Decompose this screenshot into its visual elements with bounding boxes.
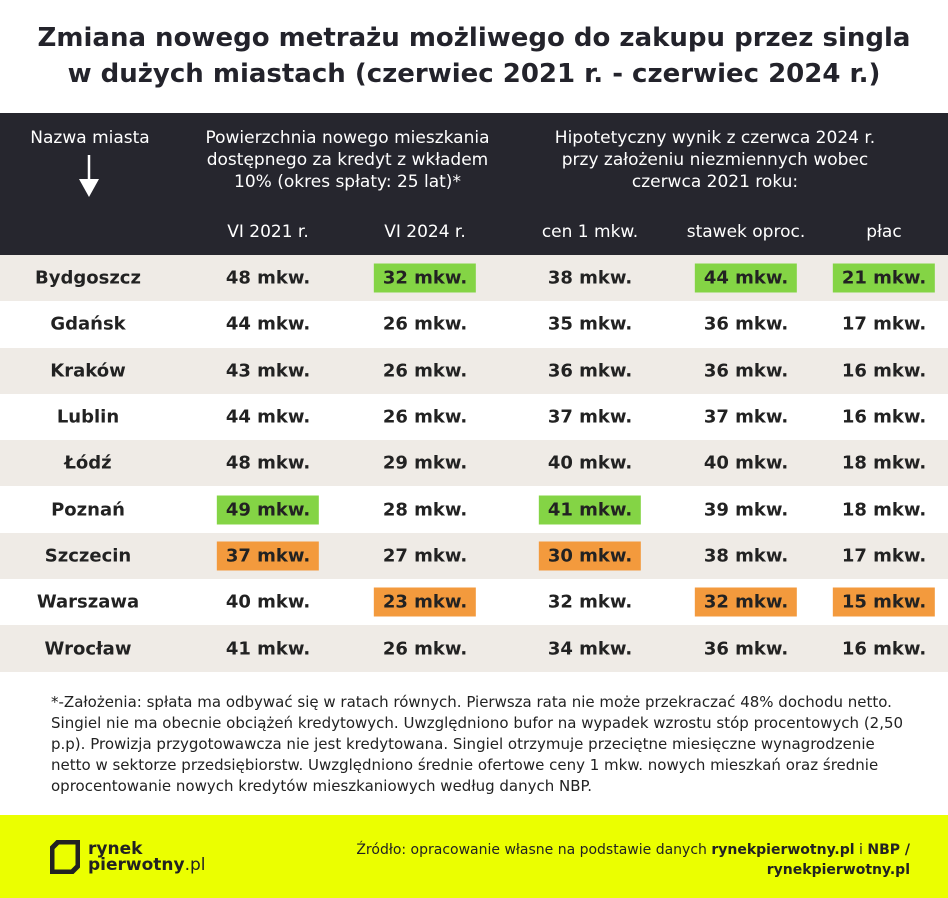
value-cell: 44 mkw.	[694, 263, 798, 293]
value-cell: 41 mkw.	[225, 638, 311, 660]
value-cell: 26 mkw.	[382, 313, 468, 335]
table-row: Gdańsk 44 mkw. 26 mkw. 35 mkw. 36 mkw. 17 mkw…	[0, 301, 948, 347]
value-cell: 36 mkw.	[703, 313, 789, 335]
city-name: Łódź	[64, 452, 112, 474]
value-cell: 15 mkw.	[832, 587, 936, 617]
value-cell: 17 mkw.	[841, 313, 927, 335]
city-name: Szczecin	[44, 545, 132, 567]
value-cell: 35 mkw.	[547, 313, 633, 335]
header-group-hypo-line: Hipotetyczny wynik z czerwca 2024 r.	[554, 128, 876, 148]
title-line-2: w dużych miastach (czerwiec 2021 r. - cz…	[67, 59, 881, 89]
logo-text-tld: .pl	[184, 855, 206, 875]
table-body: Bydgoszcz 48 mkw. 32 mkw. 38 mkw. 44 mkw. 21 …	[0, 255, 948, 672]
value-cell: 36 mkw.	[703, 360, 789, 382]
value-cell: 36 mkw.	[703, 638, 789, 660]
value-cell: 43 mkw.	[225, 360, 311, 382]
value-cell: 26 mkw.	[382, 406, 468, 428]
column-header: stawek oproc.	[686, 222, 806, 242]
city-name: Warszawa	[36, 591, 140, 613]
value-cell: 32 mkw.	[547, 591, 633, 613]
source-prefix: Źródło: opracowanie własne na podstawie …	[356, 842, 712, 858]
value-cell: 17 mkw.	[841, 545, 927, 567]
header-city: Nazwa miasta	[30, 128, 150, 148]
source-rynek: rynekpierwotny.pl	[711, 842, 855, 858]
value-cell: 37 mkw.	[547, 406, 633, 428]
value-cell: 48 mkw.	[225, 267, 311, 289]
header-group-hypo-line: czerwca 2021 roku:	[631, 172, 799, 192]
column-header: płac	[866, 222, 902, 242]
value-cell: 48 mkw.	[225, 452, 311, 474]
source-text: Źródło: opracowanie własne na podstawie …	[356, 840, 910, 880]
value-cell: 41 mkw.	[538, 495, 642, 525]
value-cell: 40 mkw.	[703, 452, 789, 474]
title-line-1: Zmiana nowego metrażu możliwego do zakup…	[37, 23, 911, 53]
logo-text-line1: rynek	[88, 839, 143, 859]
page-title: Zmiana nowego metrażu możliwego do zakup…	[0, 20, 948, 92]
header-group-area: Powierzchnia nowego mieszkania dostępneg…	[175, 127, 520, 193]
logo-text-line2: pierwotny	[88, 855, 185, 875]
source-and: i	[854, 842, 868, 858]
value-cell: 23 mkw.	[373, 587, 477, 617]
value-cell: 32 mkw.	[373, 263, 477, 293]
value-cell: 18 mkw.	[841, 452, 927, 474]
value-cell: 40 mkw.	[547, 452, 633, 474]
city-name: Lublin	[56, 406, 120, 428]
table-row: Lublin 44 mkw. 26 mkw. 37 mkw. 37 mkw. 16 mkw…	[0, 394, 948, 440]
footer: rynek pierwotny.pl Źródło: opracowanie w…	[0, 815, 948, 898]
value-cell: 27 mkw.	[382, 545, 468, 567]
city-name: Kraków	[50, 360, 126, 382]
city-name: Gdańsk	[50, 313, 126, 335]
table-row: Poznań 49 mkw. 28 mkw. 41 mkw. 39 mkw. 18 mkw…	[0, 486, 948, 532]
value-cell: 34 mkw.	[547, 638, 633, 660]
table-row: Bydgoszcz 48 mkw. 32 mkw. 38 mkw. 44 mkw. 21 …	[0, 255, 948, 302]
value-cell: 44 mkw.	[225, 313, 311, 335]
city-name: Bydgoszcz	[35, 267, 141, 289]
table-row: Szczecin 37 mkw. 27 mkw. 30 mkw. 38 mkw. 17 m…	[0, 532, 948, 580]
value-cell: 26 mkw.	[382, 360, 468, 382]
value-cell: 37 mkw.	[216, 541, 320, 571]
value-cell: 16 mkw.	[841, 406, 927, 428]
logo: rynek pierwotny.pl	[50, 840, 206, 874]
city-name: Poznań	[51, 499, 125, 521]
header-group-hypothetical: Hipotetyczny wynik z czerwca 2024 r. prz…	[520, 127, 910, 193]
value-cell: 37 mkw.	[703, 406, 789, 428]
value-cell: 32 mkw.	[694, 587, 798, 617]
value-cell: 36 mkw.	[547, 360, 633, 382]
header-group-area-line: 10% (okres spłaty: 25 lat)*	[234, 172, 461, 192]
value-cell: 18 mkw.	[841, 499, 927, 521]
column-header: VI 2021 r.	[227, 222, 309, 242]
source-nbp: NBP /	[867, 842, 910, 858]
value-cell: 26 mkw.	[382, 638, 468, 660]
table-row: Wrocław 41 mkw. 26 mkw. 34 mkw. 36 mkw. 16 mk…	[0, 625, 948, 672]
header-group-area-line: dostępnego za kredyt z wkładem	[206, 150, 489, 170]
value-cell: 38 mkw.	[547, 267, 633, 289]
column-header: cen 1 mkw.	[541, 222, 639, 242]
table-row: Kraków 43 mkw. 26 mkw. 36 mkw. 36 mkw. 16 mkw…	[0, 347, 948, 394]
city-name: Wrocław	[44, 638, 132, 660]
value-cell: 28 mkw.	[382, 499, 468, 521]
column-header: VI 2024 r.	[384, 222, 466, 242]
value-cell: 49 mkw.	[216, 495, 320, 525]
header-group-hypo-line: przy założeniu niezmiennych wobec	[561, 150, 869, 170]
table-row: Łódź 48 mkw. 29 mkw. 40 mkw. 40 mkw. 18 mkw.	[0, 440, 948, 487]
source-line2: rynekpierwotny.pl	[766, 862, 910, 878]
value-cell: 44 mkw.	[225, 406, 311, 428]
value-cell: 21 mkw.	[832, 263, 936, 293]
header-group-area-line: Powierzchnia nowego mieszkania	[205, 128, 490, 148]
logo-icon	[50, 840, 80, 874]
value-cell: 16 mkw.	[841, 638, 927, 660]
table-header: Nazwa miasta Powierzchnia nowego mieszka…	[0, 113, 948, 255]
value-cell: 16 mkw.	[841, 360, 927, 382]
value-cell: 38 mkw.	[703, 545, 789, 567]
table-row: Warszawa 40 mkw. 23 mkw. 32 mkw. 32 mkw. 15 m…	[0, 579, 948, 625]
value-cell: 30 mkw.	[538, 541, 642, 571]
value-cell: 29 mkw.	[382, 452, 468, 474]
arrow-down-icon	[79, 155, 99, 197]
value-cell: 39 mkw.	[703, 499, 789, 521]
value-cell: 40 mkw.	[225, 591, 311, 613]
footnote: *-Założenia: spłata ma odbywać się w rat…	[51, 693, 904, 795]
